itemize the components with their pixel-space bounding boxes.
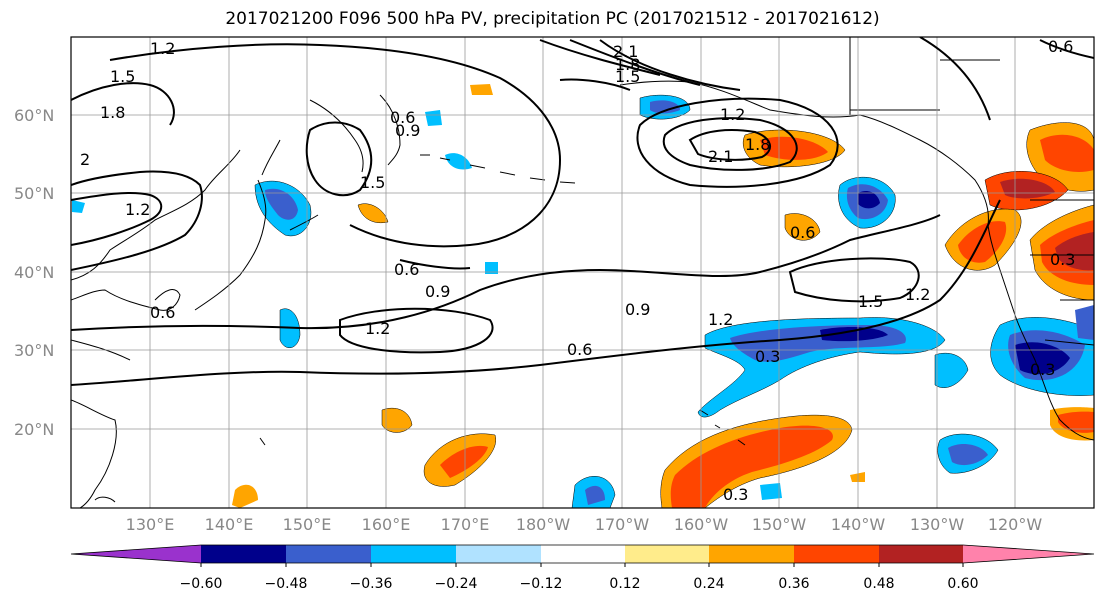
contour-label: 1.5 [858,292,883,311]
colorbar-extend-high [963,545,1094,563]
contour-label: 0.3 [1030,360,1055,379]
lon-label: 170°W [595,515,650,534]
colorbar-segment [201,545,286,563]
lon-label: 160°E [362,515,411,534]
colorbar-segment [879,545,963,563]
contour-label: 1.2 [125,200,150,219]
contour-label: 0.6 [1048,37,1073,56]
map-title: 2017021200 F096 500 hPa PV, precipitatio… [225,9,880,29]
lon-label: 140°W [831,515,886,534]
graticule [71,37,1094,508]
pv-contours [71,37,1094,386]
contour-label: 1.2 [905,285,930,304]
lon-label: 180°W [516,515,571,534]
colorbar-segment [286,545,371,563]
contour-label: 0.3 [723,485,748,504]
colorbar-tick-label: 0.48 [863,576,894,592]
colorbar-tick-label: 0.36 [778,576,809,592]
contour-label: 0.6 [567,340,592,359]
contour-label: 0.6 [394,260,419,279]
colorbar-segment [709,545,794,563]
colorbar-tick-label: −0.60 [180,576,223,592]
lat-label: 30°N [14,341,54,360]
colorbar-segment [625,545,709,563]
contour-label: 0.6 [390,108,415,127]
colorbar-tick-label: 0.12 [609,576,640,592]
contour-label: 1.8 [100,103,125,122]
contour-label: 0.9 [395,121,420,140]
latitude-labels: 60°N 50°N 40°N 30°N 20°N [14,106,54,439]
lon-label: 150°W [752,515,807,534]
colorbar-segment [794,545,879,563]
contour-label: 1.5 [110,67,135,86]
colorbar: −0.60 −0.48 −0.36 −0.24 −0.12 0.12 0.24 … [70,544,1095,592]
contour-label: 2.1 [613,42,638,61]
contour-label: 1.2 [365,319,390,338]
lat-label: 40°N [14,263,54,282]
lon-label: 170°E [441,515,490,534]
colorbar-tick-labels: −0.60 −0.48 −0.36 −0.24 −0.12 0.12 0.24 … [180,576,979,592]
contour-label: 0.9 [625,300,650,319]
colorbar-tick-label: 0.24 [693,576,724,592]
contour-label: 2.1 [708,147,733,166]
colorbar-segment [371,545,456,563]
colorbar-segment [456,545,541,563]
lon-label: 130°W [910,515,965,534]
lat-label: 20°N [14,420,54,439]
lon-label: 140°E [205,515,254,534]
contour-label: 1.2 [720,105,745,124]
contour-label: 1.5 [615,67,640,86]
lon-label: 150°E [283,515,332,534]
coastlines [71,37,1094,508]
lon-label: 130°E [126,515,175,534]
contour-label: 1.5 [360,173,385,192]
contour-label: 1.2 [150,39,175,58]
contour-label: 0.6 [150,303,175,322]
lat-label: 60°N [14,106,54,125]
contour-label: 1.8 [615,55,640,74]
contour-labels: 1.2 2.1 1.8 1.5 1.5 1.8 2 1.2 0.6 0.9 1.… [80,37,1075,504]
lon-label: 120°W [988,515,1043,534]
lat-label: 50°N [14,184,54,203]
colorbar-tick-label: 0.60 [947,576,978,592]
colorbar-tick-label: −0.48 [265,576,308,592]
contour-label: 0.9 [425,282,450,301]
contour-label: 0.3 [755,347,780,366]
contour-label: 0.3 [1050,250,1075,269]
contour-label: 1.2 [708,310,733,329]
colorbar-tick-label: −0.12 [520,576,563,592]
colorbar-tick-label: −0.36 [350,576,393,592]
colorbar-extend-low [71,545,201,563]
contour-label: 0.6 [790,223,815,242]
lon-label: 160°W [674,515,729,534]
contour-label: 2 [80,150,90,169]
contour-label: 1.8 [745,135,770,154]
colorbar-tick-label: −0.24 [435,576,478,592]
map-background [71,37,1094,508]
colorbar-segment [541,545,625,563]
map-frame [70,36,1095,509]
longitude-labels: 130°E 140°E 150°E 160°E 170°E 180°W 170°… [126,515,1043,534]
